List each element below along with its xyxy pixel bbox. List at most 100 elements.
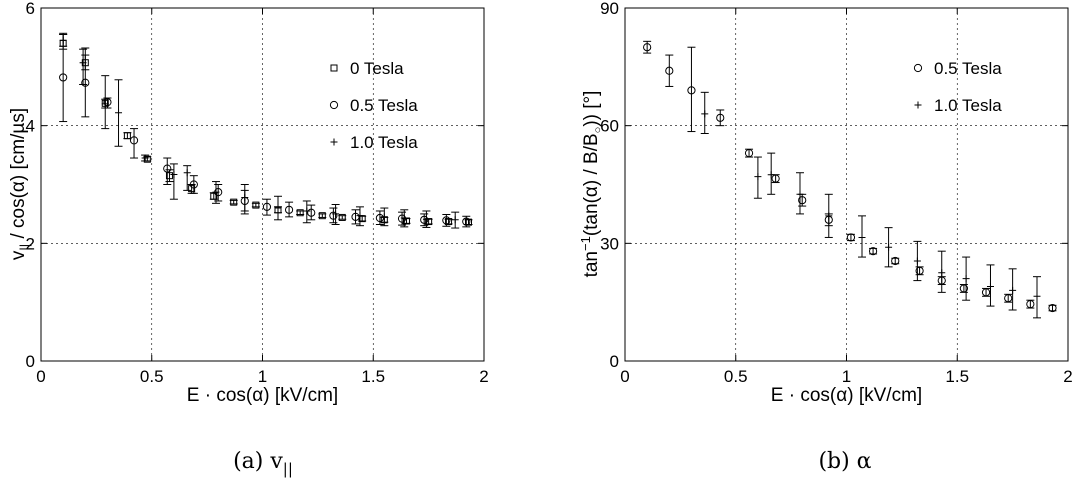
panel-a-legend-marker bbox=[330, 64, 338, 72]
panel-a-xtick-label: 0.5 bbox=[140, 367, 164, 386]
panel-b-caption: (b) α bbox=[818, 449, 871, 474]
panel-b-data-point bbox=[1009, 286, 1017, 294]
panel-a-data-point bbox=[425, 218, 433, 226]
panel-a-data-point bbox=[163, 164, 172, 173]
panel-b-data-point bbox=[915, 266, 924, 275]
panel-b-y-axis-label: tan−1(tan(α) / B/B○)) [°] bbox=[578, 91, 604, 278]
panel-b-data-point bbox=[701, 110, 709, 118]
panel-b-data-point bbox=[767, 171, 775, 179]
panel-a-data-point bbox=[230, 198, 238, 206]
panel-a-data-point bbox=[210, 192, 218, 200]
panel-b-x-axis-label: E · cos(α) [kV/cm] bbox=[771, 385, 922, 406]
panel-b-data-point bbox=[913, 257, 921, 265]
panel-a-legend-label: 0.5 Tesla bbox=[350, 96, 418, 115]
panel-a-series-circle bbox=[59, 33, 471, 228]
panel-a-xtick-label: 1 bbox=[258, 367, 267, 386]
panel-b-data-point bbox=[754, 173, 762, 181]
panel-b-xtick-label: 2 bbox=[1063, 367, 1072, 386]
panel-b-data-point bbox=[959, 284, 968, 293]
panel-a-data-point bbox=[307, 208, 316, 217]
panel-b-data-point bbox=[1026, 300, 1035, 309]
panel-b-data-point bbox=[1048, 303, 1057, 313]
panel-a-series-plus bbox=[59, 32, 460, 229]
panel-a-data-point bbox=[123, 132, 131, 140]
panel-a-xtick-label: 2 bbox=[479, 367, 488, 386]
panel-b-ytick-label: 60 bbox=[600, 117, 619, 136]
panel-b-data-point bbox=[687, 86, 696, 95]
panel-a-data-point bbox=[189, 180, 198, 189]
panel-a-data-point bbox=[422, 215, 430, 223]
panel-a-data-point bbox=[400, 214, 408, 222]
panel-a-data-point bbox=[451, 216, 459, 224]
panel-a-data-point bbox=[143, 155, 151, 163]
panel-a-data-point bbox=[212, 188, 220, 196]
panel-b-chart: 0 0.5 1 1.5 2 0 30 60 90 E · cos(α) [kV/cm] 0.5 Te… bbox=[578, 0, 1073, 406]
panel-a-data-point bbox=[59, 36, 67, 44]
panel-a-data-point bbox=[262, 202, 272, 211]
panel-b-data-point bbox=[885, 243, 893, 251]
panel-b-ytick-label: 0 bbox=[610, 352, 619, 371]
panel-a-legend-label: 1.0 Tesla bbox=[350, 133, 418, 152]
panel-a-data-point bbox=[79, 59, 87, 67]
panel-a-data-point bbox=[356, 212, 364, 220]
panel-a-ytick-label: 2 bbox=[26, 234, 35, 253]
panel-b-legend-marker bbox=[914, 101, 922, 109]
panel-b-data-point bbox=[938, 269, 946, 277]
panel-a-data-point bbox=[141, 154, 149, 162]
panel-a-data-point bbox=[462, 217, 471, 226]
panel-a-series-square bbox=[59, 33, 473, 226]
panel-a-data-point bbox=[241, 193, 249, 201]
panel-a-ytick-label: 4 bbox=[26, 117, 35, 136]
panel-a-data-point bbox=[81, 78, 90, 87]
panel-b-data-point bbox=[744, 149, 754, 158]
panel-b-data-point bbox=[665, 66, 674, 75]
panel-b-data-point bbox=[962, 275, 970, 283]
panel-a-data-point bbox=[101, 100, 109, 108]
panel-a-ytick-label: 0 bbox=[26, 352, 35, 371]
panel-a-data-point bbox=[338, 213, 346, 221]
panel-a-ytick-label: 6 bbox=[26, 0, 35, 18]
panel-a-legend-marker bbox=[330, 138, 338, 146]
panel-b-data-point bbox=[716, 113, 725, 122]
panel-b-data-point bbox=[1033, 292, 1041, 300]
panel-a-data-point bbox=[252, 201, 260, 209]
panel-b-xtick-label: 0 bbox=[620, 367, 629, 386]
panel-a-data-point bbox=[115, 109, 123, 117]
panel-a-data-point bbox=[296, 209, 304, 217]
panel-b-data-point bbox=[986, 282, 994, 290]
panel-b-legend-marker bbox=[913, 63, 923, 73]
panel-b-data-point bbox=[643, 43, 652, 52]
panel-b-ytick-label: 30 bbox=[600, 234, 619, 253]
panel-b-data-point bbox=[796, 190, 804, 198]
panel-b-legend-label: 1.0 Tesla bbox=[934, 96, 1002, 115]
panel-a-chart: 0 0.5 1 1.5 2 0 2 4 6 E · cos(α) [kV/cm] 0 Tesla 0.… bbox=[8, 0, 489, 406]
panel-a-data-point bbox=[303, 207, 311, 215]
panel-a-data-point bbox=[59, 73, 68, 82]
panel-a-data-point bbox=[170, 170, 178, 178]
panel-b-data-point bbox=[858, 233, 866, 241]
panel-a-y-axis-label: v|| / cos(α) [cm/µs] bbox=[8, 108, 32, 260]
panel-a-xtick-label: 0 bbox=[36, 367, 45, 386]
panel-a-data-point bbox=[464, 218, 472, 226]
panel-b-xtick-label: 1 bbox=[842, 367, 851, 386]
panel-a-data-point bbox=[397, 214, 407, 223]
panel-a-caption: (a) v|| bbox=[233, 449, 293, 478]
panel-a-data-point bbox=[329, 211, 338, 220]
panel-b-data-point bbox=[798, 196, 807, 205]
panel-a-x-axis-label: E · cos(α) [kV/cm] bbox=[187, 385, 338, 406]
panel-a-data-point bbox=[274, 204, 282, 212]
panel-a-data-point bbox=[165, 172, 173, 180]
panel-b-ytick-label: 90 bbox=[600, 0, 619, 18]
panel-a-data-point bbox=[318, 212, 326, 220]
panel-b-data-point bbox=[981, 288, 991, 297]
panel-a-data-point bbox=[129, 136, 139, 145]
panel-b-data-point bbox=[825, 212, 833, 220]
panel-b-legend-label: 0.5 Tesla bbox=[934, 59, 1002, 78]
panel-b-data-point bbox=[868, 247, 878, 256]
panel-b-data-point bbox=[771, 174, 780, 183]
panel-a-data-point bbox=[375, 213, 384, 223]
panel-b-series-plus bbox=[700, 91, 1041, 319]
panel-a-legend-marker bbox=[329, 100, 339, 110]
panel-a-data-point bbox=[183, 169, 191, 177]
